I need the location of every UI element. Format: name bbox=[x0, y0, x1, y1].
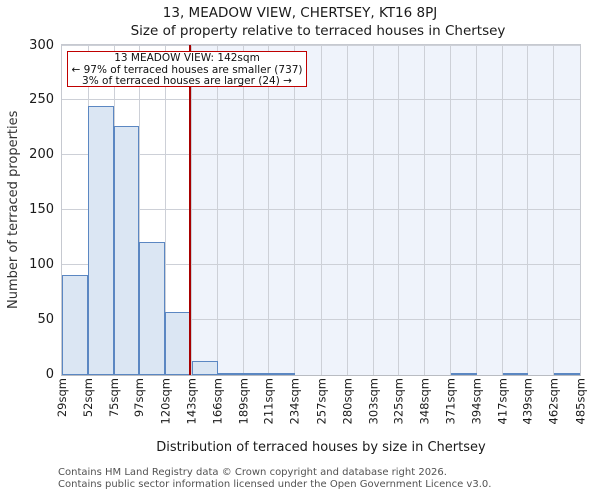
horizontal-gridline bbox=[62, 154, 580, 156]
annotation-box: 13 MEADOW VIEW: 142sqm ← 97% of terraced… bbox=[67, 51, 307, 87]
property-size-marker-line bbox=[189, 45, 192, 375]
attribution-line2: Contains public sector information licen… bbox=[58, 478, 492, 490]
plot-area bbox=[61, 44, 581, 376]
x-tick-label: 280sqm bbox=[340, 378, 355, 425]
histogram-bar bbox=[553, 373, 580, 375]
x-tick-label: 485sqm bbox=[573, 378, 587, 425]
annotation-larger-pct: 3% of terraced houses are larger (24) → bbox=[82, 75, 292, 87]
x-tick-label: 325sqm bbox=[391, 378, 406, 425]
y-tick-label: 200 bbox=[29, 147, 54, 163]
y-tick-label: 250 bbox=[29, 92, 54, 108]
x-tick-label: 417sqm bbox=[495, 378, 510, 425]
annotation-smaller-pct: ← 97% of terraced houses are smaller (73… bbox=[71, 63, 303, 76]
attribution: Contains HM Land Registry data © Crown c… bbox=[58, 467, 491, 490]
x-tick-label: 439sqm bbox=[520, 378, 535, 425]
histogram-bar bbox=[268, 373, 295, 375]
histogram-bar bbox=[217, 372, 244, 375]
histogram-bar bbox=[191, 360, 218, 375]
histogram-bar bbox=[243, 373, 269, 375]
x-tick-label: 166sqm bbox=[210, 378, 225, 425]
x-tick-label: 348sqm bbox=[417, 378, 432, 425]
x-tick-label: 75sqm bbox=[107, 378, 122, 418]
x-tick-label: 394sqm bbox=[469, 378, 484, 425]
x-tick-label: 211sqm bbox=[261, 378, 276, 425]
x-tick-label: 143sqm bbox=[184, 378, 199, 425]
x-tick-label: 120sqm bbox=[158, 378, 173, 425]
chart-subtitle: Size of property relative to terraced ho… bbox=[130, 23, 506, 39]
x-tick-label: 189sqm bbox=[236, 378, 251, 425]
histogram-bar bbox=[139, 242, 166, 375]
horizontal-gridline bbox=[62, 264, 580, 266]
horizontal-gridline bbox=[62, 99, 580, 101]
histogram-bar bbox=[165, 312, 192, 375]
attribution-line1: Contains HM Land Registry data © Crown c… bbox=[58, 467, 447, 478]
chart-title: 13, MEADOW VIEW, CHERTSEY, KT16 8PJ bbox=[162, 5, 438, 21]
y-tick-label: 150 bbox=[29, 202, 54, 218]
histogram-bar bbox=[88, 105, 115, 375]
x-axis-title: Distribution of terraced houses by size … bbox=[156, 440, 486, 455]
annotation-property-size: 13 MEADOW VIEW: 142sqm bbox=[114, 52, 260, 64]
y-tick-label: 100 bbox=[29, 257, 54, 273]
x-tick-label: 29sqm bbox=[55, 378, 69, 418]
y-tick-label: 300 bbox=[29, 37, 54, 53]
y-tick-label: 50 bbox=[37, 312, 54, 328]
histogram-bar bbox=[62, 275, 89, 375]
histogram-bar bbox=[450, 373, 477, 375]
x-tick-label: 257sqm bbox=[314, 378, 328, 425]
horizontal-gridline bbox=[62, 209, 580, 211]
x-tick-label: 97sqm bbox=[132, 378, 147, 418]
x-tick-label: 371sqm bbox=[443, 378, 458, 425]
horizontal-gridline bbox=[62, 44, 580, 46]
horizontal-gridline bbox=[62, 319, 580, 321]
histogram-bar bbox=[502, 373, 528, 375]
y-tick-label: 0 bbox=[45, 367, 54, 382]
x-tick-label: 52sqm bbox=[81, 378, 96, 418]
histogram-bar bbox=[114, 125, 140, 375]
x-tick-label: 303sqm bbox=[366, 378, 381, 425]
x-tick-label: 462sqm bbox=[546, 378, 561, 425]
x-tick-label: 234sqm bbox=[287, 378, 302, 425]
